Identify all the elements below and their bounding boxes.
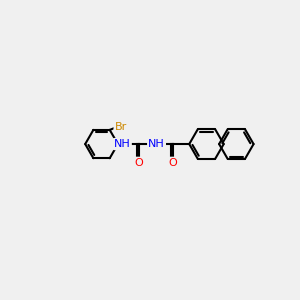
Text: O: O (169, 158, 177, 168)
Text: NH: NH (148, 139, 165, 149)
Text: Br: Br (115, 122, 127, 132)
Text: O: O (134, 158, 143, 168)
Text: NH: NH (114, 139, 131, 149)
